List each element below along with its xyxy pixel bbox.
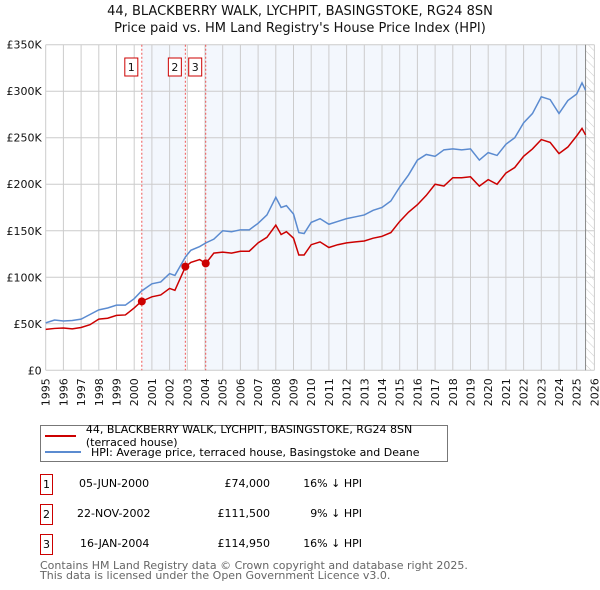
transaction-hpi-diff: 9% ↓ HPI [310, 507, 362, 520]
transaction-date: 22-NOV-2002 [77, 507, 151, 520]
x-tick-label: 2011 [323, 378, 336, 406]
transaction-number: 2 [40, 504, 53, 525]
red-line-swatch [45, 435, 76, 437]
price-chart: 1995 1996 1997 1998 1999 2000 2001 2002 2003 2004… [6, 39, 600, 407]
sale-label: 2 [171, 61, 178, 74]
x-tick-label: 2005 [217, 378, 230, 406]
sale-label-box [167, 57, 182, 77]
transaction-date: 16-JAN-2004 [80, 537, 150, 550]
chart-subtitle: Price paid vs. HM Land Registry's House … [114, 21, 486, 36]
x-tick-label: 2007 [252, 378, 265, 406]
shaded-period [205, 44, 586, 371]
x-tick-label: 2019 [465, 378, 478, 406]
x-tick-label: 2008 [270, 378, 283, 406]
x-tick-label: 2015 [394, 378, 407, 406]
transaction-date: 05-JUN-2000 [79, 477, 150, 490]
x-tick-label: 2020 [482, 378, 495, 406]
legend: 44, BLACKBERRY WALK, LYCHPIT, BASINGSTOK… [40, 423, 448, 462]
x-tick-label: 2003 [181, 378, 194, 406]
transaction-price: £74,000 [224, 477, 271, 490]
x-tick-label: 2024 [553, 378, 566, 406]
x-tick-label: 2016 [411, 378, 424, 406]
sale-point [201, 259, 210, 268]
sale-point [137, 297, 146, 306]
x-tick-label: 1999 [111, 378, 124, 406]
x-tick-label: 2025 [571, 378, 584, 406]
legend-item-hpi: HPI: Average price, terraced house, Basi… [45, 444, 419, 460]
x-tick-label: 2022 [518, 378, 531, 406]
x-tick-label: 2023 [535, 378, 548, 406]
x-tick-label: 1995 [40, 378, 53, 406]
x-tick-label: 2012 [341, 378, 354, 406]
x-tick-label: 2017 [429, 378, 442, 406]
x-tick-label: 1996 [57, 378, 70, 406]
y-tick-label: £0 [28, 364, 42, 377]
shaded-period [141, 44, 186, 371]
transaction-price: £111,500 [217, 507, 271, 520]
sale-label: 3 [192, 61, 199, 74]
x-tick-label: 2000 [128, 378, 141, 406]
y-tick-label: £250K [6, 132, 42, 145]
future-hatch [585, 44, 595, 371]
x-tick-label: 2009 [288, 378, 301, 406]
legend-label: 44, BLACKBERRY WALK, LYCHPIT, BASINGSTOK… [85, 423, 413, 449]
x-tick-label: 2018 [447, 378, 460, 406]
x-tick-label: 2006 [234, 378, 247, 406]
x-tick-label: 2001 [146, 378, 159, 406]
y-tick-label: £300K [6, 85, 42, 98]
footer-copyright: Contains HM Land Registry data © Crown c… [40, 559, 468, 572]
legend-item-property: 44, BLACKBERRY WALK, LYCHPIT, BASINGSTOK… [45, 423, 447, 449]
y-tick-label: £50K [13, 318, 42, 331]
sale-label-box [188, 57, 203, 77]
x-tick-label: 2026 [588, 378, 600, 406]
chart-title: 44, BLACKBERRY WALK, LYCHPIT, BASINGSTOK… [107, 4, 493, 19]
x-tick-label: 2004 [199, 378, 212, 406]
footer-licence: This data is licensed under the Open Gov… [40, 569, 391, 582]
x-tick-label: 2021 [500, 378, 513, 406]
y-tick-label: £100K [6, 271, 42, 284]
transaction-price: £114,950 [217, 537, 271, 550]
x-tick-label: 2013 [358, 378, 371, 406]
sale-label: 1 [128, 61, 135, 74]
x-tick-label: 2010 [305, 378, 318, 406]
legend-label: HPI: Average price, terraced house, Basi… [91, 445, 420, 459]
hpi-line [45, 81, 587, 324]
transaction-hpi-diff: 16% ↓ HPI [303, 537, 362, 550]
y-tick-label: £350K [6, 39, 42, 52]
x-tick-label: 1997 [75, 378, 88, 406]
blue-line-swatch [45, 451, 81, 453]
transaction-number: 1 [40, 474, 53, 495]
transaction-number: 3 [40, 534, 53, 555]
x-tick-label: 2002 [164, 378, 177, 406]
y-tick-label: £200K [6, 178, 42, 191]
sale-point [181, 262, 190, 271]
y-tick-label: £150K [6, 225, 42, 238]
transaction-hpi-diff: 16% ↓ HPI [303, 477, 362, 490]
x-tick-label: 1998 [93, 378, 106, 406]
x-tick-label: 2014 [376, 378, 389, 406]
sale-label-box [124, 57, 139, 77]
